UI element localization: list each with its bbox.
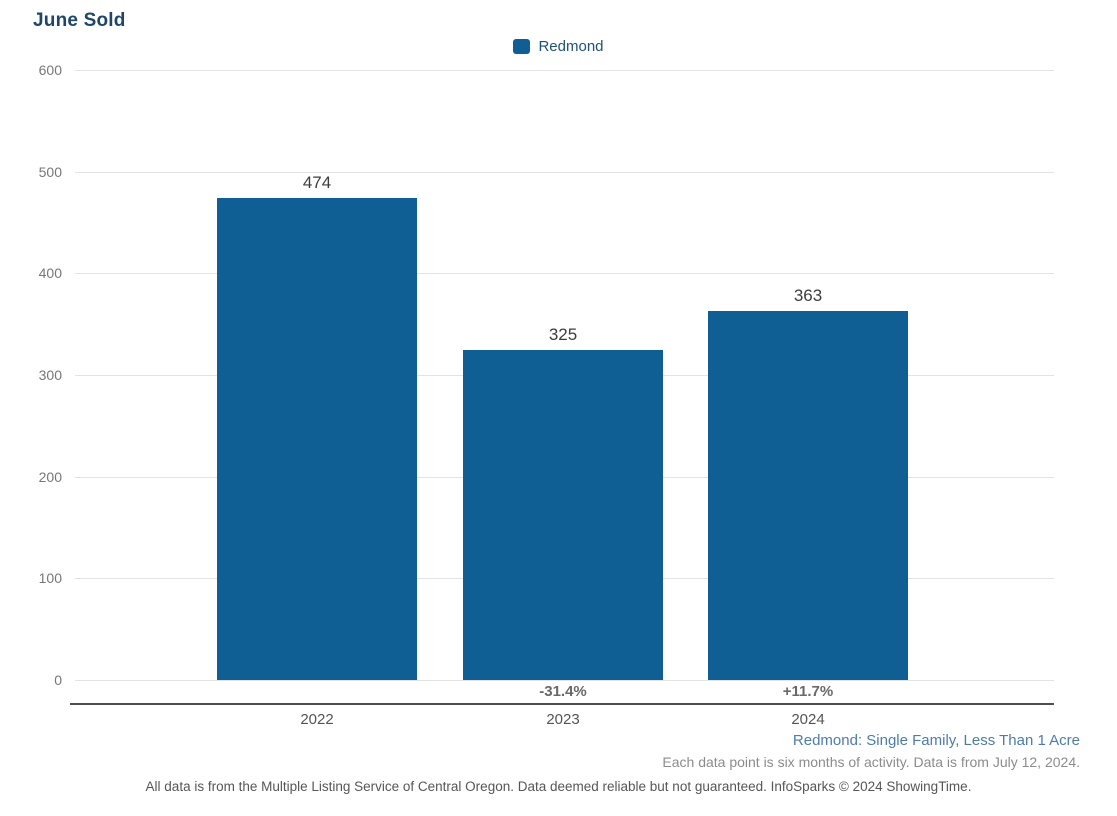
- bar-value-label-2024: 363: [793, 285, 823, 305]
- pct-change-label-2023: -31.4%: [539, 683, 587, 700]
- y-tick-label-300: 300: [38, 367, 62, 383]
- chart-title: June Sold: [33, 10, 126, 31]
- gridline-y-400: [75, 273, 1054, 275]
- x-tick-label-2023: 2023: [546, 711, 580, 728]
- bar-value-label-2022: 474: [302, 173, 332, 193]
- x-tick-label-2024: 2024: [791, 711, 825, 728]
- x-tick-label-2022: 2022: [300, 711, 334, 728]
- bar-value-label-2023: 325: [548, 324, 578, 344]
- gridline-y-600: [75, 70, 1054, 71]
- bar-2024[interactable]: [708, 310, 908, 680]
- gridline-y-0: [75, 680, 1054, 681]
- x-axis-line: [70, 703, 1054, 705]
- y-tick-label-200: 200: [38, 468, 62, 485]
- y-tick-label-400: 400: [38, 265, 62, 282]
- bar-2023[interactable]: [463, 349, 663, 680]
- legend-swatch-redmond[interactable]: [513, 39, 531, 54]
- pct-change-label-2024: +11.7%: [782, 683, 834, 700]
- y-tick-label-600: 600: [38, 62, 62, 78]
- legend-label-redmond[interactable]: Redmond: [538, 38, 604, 55]
- segment-filter-note: Redmond: Single Family, Less Than 1 Acre: [792, 732, 1080, 749]
- y-tick-label-100: 100: [38, 570, 62, 587]
- data-period-note: Each data point is six months of activit…: [662, 754, 1080, 770]
- gridline-y-500: [75, 171, 1054, 173]
- legend: Redmond: [0, 38, 1117, 55]
- y-tick-label-0: 0: [54, 672, 62, 688]
- mls-disclaimer-note: All data is from the Multiple Listing Se…: [145, 779, 972, 794]
- bar-2022[interactable]: [217, 198, 417, 680]
- y-tick-label-500: 500: [38, 163, 62, 180]
